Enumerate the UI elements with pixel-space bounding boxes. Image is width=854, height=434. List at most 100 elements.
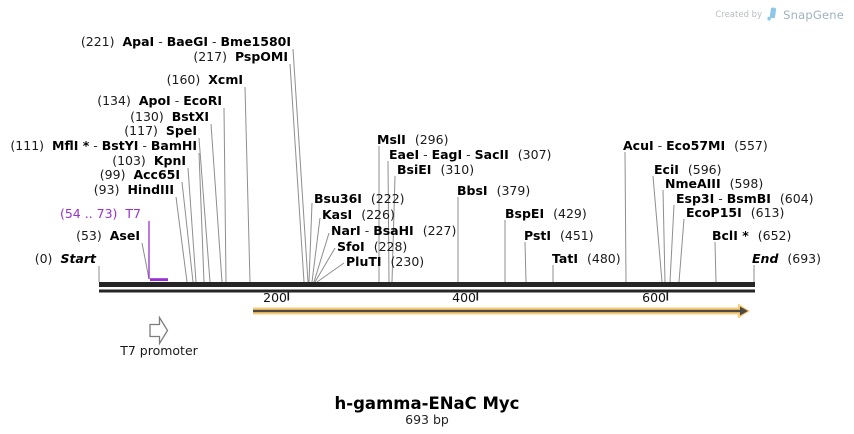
site-label-kasi[interactable]: KasI (226)	[322, 208, 395, 221]
snapgene-logo-icon	[767, 7, 777, 21]
site-label-kpni[interactable]: (103) KpnI	[112, 154, 186, 167]
site-label-acui-eco57mi[interactable]: AcuI - Eco57MI (557)	[623, 139, 768, 152]
feature-name: T7	[125, 206, 141, 221]
site-label-bcli[interactable]: BclI * (652)	[712, 229, 791, 242]
site-names: TatI	[552, 251, 578, 266]
site-position: (693)	[787, 251, 822, 266]
site-names: MslI	[377, 132, 406, 147]
site-position: (226)	[361, 207, 395, 222]
site-names: BclI *	[712, 228, 749, 243]
site-label-psti[interactable]: PstI (451)	[524, 229, 594, 242]
sequence-line	[99, 282, 755, 293]
site-position: (221)	[80, 34, 115, 49]
site-names: NarI - BsaHI	[331, 223, 414, 238]
site-label-esp3i-bsmbi[interactable]: Esp3I - BsmBI (604)	[676, 192, 814, 205]
site-label-bstxi[interactable]: (130) BstXI	[130, 110, 209, 123]
site-label-nari-bsahi[interactable]: NarI - BsaHI (227)	[331, 224, 456, 237]
site-position: (134)	[97, 93, 131, 108]
site-position: (103)	[112, 153, 146, 168]
site-label-nmeaiii[interactable]: NmeAIII (598)	[665, 177, 763, 190]
site-position: (480)	[586, 251, 621, 266]
axis-tick-600: 600	[642, 290, 666, 305]
site-position: (310)	[440, 162, 475, 177]
site-label-ecii[interactable]: EciI (596)	[654, 163, 722, 176]
site-names: BspEI	[505, 206, 545, 221]
site-names: NmeAIII	[665, 176, 721, 191]
site-label-ecop15i[interactable]: EcoP15I (613)	[686, 206, 784, 219]
site-label-acc65i[interactable]: (99) Acc65I	[100, 168, 180, 181]
site-position: (230)	[390, 254, 425, 269]
site-position: (296)	[414, 132, 449, 147]
site-position: (111)	[10, 138, 45, 153]
site-names: BstXI	[171, 109, 209, 124]
start-label[interactable]: (0) Start	[35, 252, 96, 265]
site-label-bspei[interactable]: BspEI (429)	[505, 207, 587, 220]
site-names: Bsu36I	[314, 191, 362, 206]
site-names: BsiEI	[397, 162, 432, 177]
site-names: SpeI	[165, 123, 197, 138]
site-label-apoi-ecori[interactable]: (134) ApoI - EcoRI	[97, 94, 222, 107]
site-names: Acc65I	[133, 167, 180, 182]
site-position: (379)	[496, 183, 531, 198]
site-label-sfoi[interactable]: SfoI (228)	[337, 240, 407, 253]
site-position: (451)	[560, 228, 594, 243]
site-names: Start	[60, 251, 96, 266]
site-names: PspOMI	[234, 49, 288, 64]
axis-tick-400: 400	[452, 290, 476, 305]
site-position: (228)	[373, 239, 408, 254]
site-label-eaei-eagi-sacii[interactable]: EaeI - EagI - SacII (307)	[389, 148, 551, 161]
map-length: 693 bp	[405, 412, 449, 427]
site-label-mfli-bstyi-bamhi[interactable]: (111) MflI * - BstYI - BamHI	[10, 139, 197, 152]
site-label-bbsi[interactable]: BbsI (379)	[457, 184, 530, 197]
site-position: (613)	[750, 205, 785, 220]
site-position: (557)	[734, 138, 768, 153]
site-position: (117)	[124, 123, 158, 138]
site-label-tati[interactable]: TatI (480)	[552, 252, 621, 265]
t7-promoter-label[interactable]: T7 promoter	[120, 343, 198, 358]
site-position: (222)	[370, 191, 405, 206]
site-position: (429)	[553, 206, 587, 221]
site-position: (596)	[687, 162, 722, 177]
end-label[interactable]: End (693)	[752, 252, 821, 265]
leader-lines	[98, 48, 755, 283]
feature-arrow[interactable]	[253, 303, 750, 319]
promoter-arrow-icon[interactable]	[149, 315, 169, 346]
site-position: (93)	[93, 182, 120, 197]
site-names: MflI * - BstYI - BamHI	[52, 138, 197, 153]
site-label-apai-baegi-bme1580i[interactable]: (221) ApaI - BaeGI - Bme1580I	[81, 35, 291, 48]
site-label-pluti[interactable]: PluTI (230)	[346, 255, 424, 268]
watermark: Created by SnapGene	[715, 7, 844, 22]
site-position: (604)	[779, 191, 814, 206]
axis-tick-marks	[287, 292, 669, 301]
site-names: Esp3I - BsmBI	[676, 191, 771, 206]
site-position: (217)	[193, 49, 227, 64]
site-position: (652)	[757, 228, 792, 243]
site-position: (130)	[130, 109, 164, 124]
site-names: PstI	[524, 228, 552, 243]
feature-range: (54 .. 73)	[59, 206, 118, 221]
site-label-asei[interactable]: (53) AseI	[76, 229, 140, 242]
site-label-hindiii[interactable]: (93) HindIII	[94, 183, 174, 196]
site-names: AcuI - Eco57MI	[623, 138, 726, 153]
feature-label-t7[interactable]: (54 .. 73) T7	[60, 207, 141, 220]
site-position: (53)	[76, 228, 102, 243]
site-position: (598)	[729, 176, 764, 191]
site-position: (99)	[99, 167, 126, 182]
site-position: (0)	[34, 251, 53, 266]
site-names: PluTI	[346, 254, 382, 269]
site-names: End	[752, 251, 779, 266]
axis-tick-200: 200	[263, 290, 287, 305]
site-label-bsu36i[interactable]: Bsu36I (222)	[314, 192, 405, 205]
site-label-bsiei[interactable]: BsiEI (310)	[397, 163, 474, 176]
site-label-xcmi[interactable]: (160) XcmI	[167, 73, 243, 86]
site-label-pspomi[interactable]: (217) PspOMI	[193, 50, 288, 63]
site-position: (160)	[166, 72, 201, 87]
site-names: EciI	[654, 162, 679, 177]
site-names: ApaI - BaeGI - Bme1580I	[122, 34, 292, 49]
site-names: BbsI	[457, 183, 488, 198]
t7-region-marker[interactable]	[148, 221, 168, 281]
site-label-msli[interactable]: MslI (296)	[377, 133, 448, 146]
site-label-spei[interactable]: (117) SpeI	[124, 124, 197, 137]
